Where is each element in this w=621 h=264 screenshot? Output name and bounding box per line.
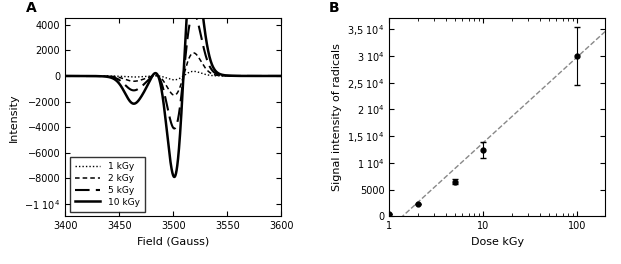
Line: 10 kGy: 10 kGy [65,0,281,177]
5 kGy [86,74,94,78]
2 kGy [144,76,152,79]
1 kGy [273,74,281,78]
5 kGy [190,11,197,15]
1 kGy [278,74,285,78]
2 kGy [273,74,281,78]
5 kGy [61,74,69,78]
5 kGy [99,74,106,78]
5 kGy [171,127,178,130]
1 kGy [250,74,258,78]
1 kGy [61,74,69,78]
2 kGy [250,74,258,78]
1 kGy [144,75,152,78]
Legend: 1 kGy, 2 kGy, 5 kGy, 10 kGy: 1 kGy, 2 kGy, 5 kGy, 10 kGy [70,157,145,212]
1 kGy [99,74,106,78]
10 kGy [154,73,161,76]
10 kGy [278,74,285,78]
Text: B: B [329,1,340,15]
5 kGy [273,74,281,78]
2 kGy [154,74,161,77]
10 kGy [86,74,94,78]
10 kGy [144,82,152,86]
5 kGy [144,79,152,82]
1 kGy [154,74,161,78]
2 kGy [171,93,178,97]
5 kGy [278,74,285,78]
10 kGy [99,75,106,78]
2 kGy [86,74,94,78]
Line: 1 kGy: 1 kGy [65,71,281,80]
1 kGy [190,70,197,73]
10 kGy [171,175,178,178]
10 kGy [273,74,281,78]
1 kGy [171,78,178,81]
Line: 5 kGy: 5 kGy [65,13,281,129]
2 kGy [278,74,285,78]
2 kGy [61,74,69,78]
2 kGy [99,74,106,78]
1 kGy [86,74,94,78]
Y-axis label: Signal intensity of radicals: Signal intensity of radicals [332,44,342,191]
X-axis label: Field (Gauss): Field (Gauss) [137,237,209,247]
5 kGy [154,74,161,77]
Y-axis label: Intensity: Intensity [9,93,19,142]
5 kGy [250,74,258,78]
2 kGy [190,51,197,54]
10 kGy [250,74,258,78]
Text: A: A [26,1,37,15]
Line: 2 kGy: 2 kGy [65,53,281,95]
10 kGy [61,74,69,78]
X-axis label: Dose kGy: Dose kGy [471,237,524,247]
